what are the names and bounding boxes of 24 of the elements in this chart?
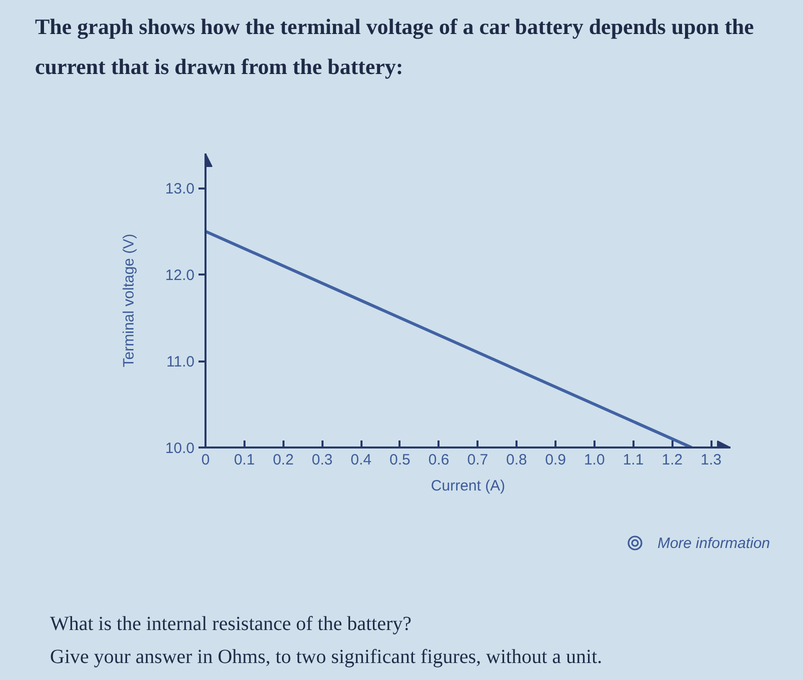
x-tick-label: 0 <box>201 452 210 468</box>
x-axis-title: Current (A) <box>430 478 506 494</box>
y-axis-title: Terminal voltage (V) <box>120 234 138 368</box>
x-tick-label: 1.1 <box>622 452 644 468</box>
x-tick-label: 0.9 <box>545 452 566 468</box>
x-tick-label: 0.6 <box>428 452 450 468</box>
x-tick-label: 0.4 <box>350 452 372 468</box>
y-tick-label: 13.0 <box>165 180 195 198</box>
y-tick-label: 11.0 <box>166 354 195 371</box>
x-tick-label: 0.2 <box>272 452 294 468</box>
x-tick-label: 1.0 <box>584 452 605 468</box>
text: Give your answer in Ohms, to two significant figures, without a unit. <box>50 645 602 670</box>
x-tick-label: 0.1 <box>234 452 255 468</box>
text: More information <box>657 535 770 552</box>
text: What is the internal resistance of the battery? <box>50 612 413 637</box>
chart-title: The graph shows how the terminal voltage of a car battery depends upon the current that is drawn from the battery: <box>35 13 755 81</box>
x-tick-label: 0.5 <box>390 452 410 468</box>
x-tick-label: 0.8 <box>506 452 528 468</box>
x-tick-label: 1.3 <box>700 452 722 468</box>
x-tick-label: 1.2 <box>662 452 683 468</box>
x-tick-label: 0.7 <box>467 452 488 468</box>
x-tick-label: 0.3 <box>312 452 333 468</box>
y-tick-label: 12.0 <box>165 267 195 284</box>
y-tick-label: 10.0 <box>165 440 195 457</box>
